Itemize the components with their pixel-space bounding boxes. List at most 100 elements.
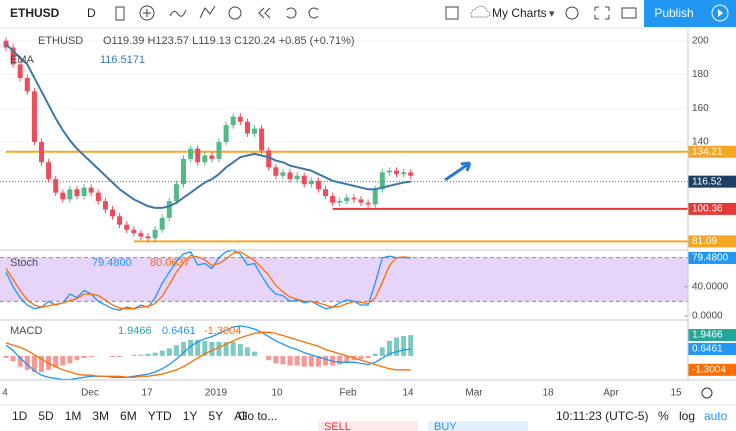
candle-body <box>330 196 336 203</box>
settings-icon[interactable] <box>701 387 713 399</box>
macd-histogram-bar <box>252 351 257 356</box>
macd-histogram-bar <box>223 341 229 356</box>
range-button[interactable]: 5Y <box>208 409 223 423</box>
price-label-bg <box>688 235 736 248</box>
redo-icon[interactable] <box>308 7 319 19</box>
sell-label[interactable]: SELL <box>324 421 351 431</box>
range-button[interactable]: YTD <box>148 409 172 423</box>
goto[interactable]: Go to... <box>238 409 277 423</box>
macd-histogram-bar <box>337 355 343 365</box>
candle-body <box>17 64 23 78</box>
auto-toggle[interactable]: auto <box>704 409 728 423</box>
candle-body <box>81 187 87 197</box>
x-tick-label: 10 <box>271 388 283 399</box>
macd-histogram-bar <box>88 355 94 357</box>
macd-histogram-bar <box>53 355 59 368</box>
alert-icon[interactable] <box>228 6 242 20</box>
bars-icon[interactable] <box>115 6 125 21</box>
x-tick-label: Apr <box>603 388 619 399</box>
snapshot-icon[interactable] <box>621 7 637 19</box>
symbol[interactable]: ETHUSD <box>10 6 60 20</box>
range-button[interactable]: 5D <box>38 409 54 423</box>
layout-icon[interactable] <box>445 6 459 20</box>
macd-histogram-bar <box>408 335 414 356</box>
range-button[interactable]: All <box>234 409 247 423</box>
line-icon[interactable] <box>169 9 187 17</box>
macd-histogram-bar <box>273 355 279 364</box>
legend-value: -1.3004 <box>204 325 241 337</box>
range-button[interactable]: 1D <box>12 409 28 423</box>
macd-histogram-bar <box>17 355 23 367</box>
macd-histogram-bar <box>301 355 307 367</box>
macd-histogram-bar <box>287 355 293 366</box>
legend-value: 0.6461 <box>162 325 196 337</box>
candle-body <box>315 180 321 190</box>
publish-label[interactable]: Publish <box>654 6 693 20</box>
candle-body <box>138 233 144 237</box>
legend-stoch: Stoch <box>10 257 38 269</box>
x-tick-label: 14 <box>402 388 414 399</box>
candle-body <box>102 201 108 210</box>
macd-histogram-bar <box>344 355 350 363</box>
range-button[interactable]: 6M <box>120 409 137 423</box>
candle-body <box>88 187 94 193</box>
stoch-band <box>0 257 688 302</box>
publish-button[interactable] <box>644 0 704 27</box>
candle-body <box>244 121 250 134</box>
buy-label[interactable]: BUY <box>434 421 457 431</box>
macd-histogram-bar <box>131 354 137 356</box>
candle-body <box>287 172 293 180</box>
replay-icon[interactable] <box>258 7 271 19</box>
candle-body <box>237 116 243 122</box>
macd-histogram-bar <box>195 339 201 356</box>
price-label: 116.52 <box>692 176 722 187</box>
y-tick-label: 180 <box>692 69 709 80</box>
my-charts[interactable]: My Charts <box>492 6 547 20</box>
percent-toggle[interactable]: % <box>658 409 669 423</box>
price-label-bg <box>688 175 736 188</box>
candle-body <box>252 128 257 134</box>
add-icon[interactable] <box>139 5 155 21</box>
candle-body <box>344 197 350 202</box>
macd-histogram-bar <box>294 355 300 366</box>
candle-body <box>294 175 300 180</box>
candle-body <box>67 189 73 200</box>
interval[interactable]: D <box>87 6 96 20</box>
macd-histogram-bar <box>379 347 385 356</box>
candle-body <box>394 170 399 175</box>
macd-histogram-bar <box>401 336 407 356</box>
candle-body <box>379 172 385 190</box>
price-label-bg <box>688 363 736 376</box>
x-tick-label: Dec <box>81 388 99 399</box>
macd-histogram-bar <box>31 355 37 372</box>
fullscreen-icon[interactable] <box>594 6 610 20</box>
undo-icon[interactable] <box>286 7 297 19</box>
macd-histogram-bar <box>365 355 371 359</box>
y-tick-label: 200 <box>692 35 709 46</box>
macd-histogram-bar <box>372 353 378 356</box>
macd-histogram-bar <box>117 355 123 357</box>
candle-body <box>173 184 179 202</box>
macd-histogram-bar <box>280 355 286 365</box>
buy-button[interactable] <box>428 421 528 431</box>
play-triangle <box>718 9 723 17</box>
macd-histogram-bar <box>39 355 44 372</box>
settings-icon[interactable] <box>565 6 579 20</box>
range-button[interactable]: 3M <box>92 409 109 423</box>
range-button[interactable]: 1Y <box>183 409 198 423</box>
indicator-icon[interactable] <box>199 5 216 19</box>
candle-body <box>408 172 414 176</box>
macd-histogram-bar <box>74 355 80 361</box>
candle-body <box>24 77 30 92</box>
range-button[interactable]: 1M <box>65 409 82 423</box>
candle-body <box>209 155 215 159</box>
ema-line <box>5 43 411 209</box>
y-tick-label: 160 <box>692 103 709 114</box>
sell-button[interactable] <box>318 421 418 431</box>
candle-body <box>195 148 201 163</box>
candle-body <box>323 189 328 197</box>
candle-body <box>230 116 236 126</box>
log-toggle[interactable]: log <box>679 409 695 423</box>
